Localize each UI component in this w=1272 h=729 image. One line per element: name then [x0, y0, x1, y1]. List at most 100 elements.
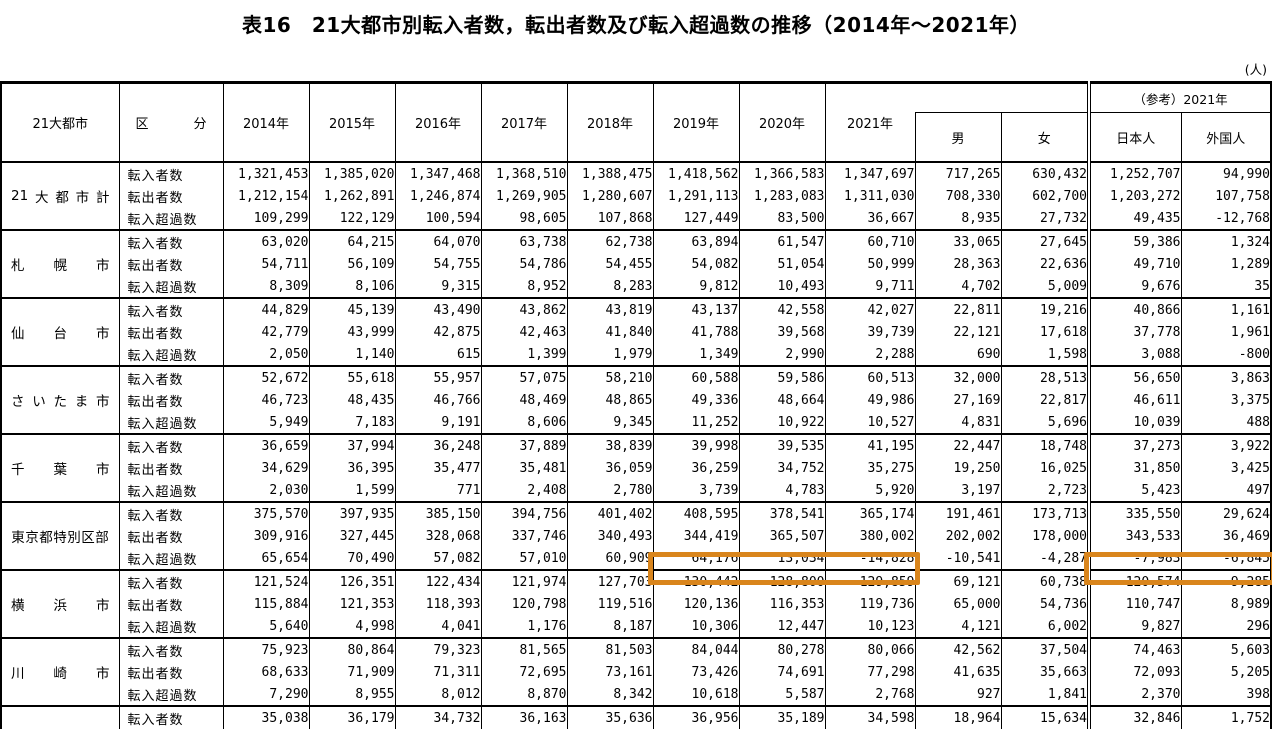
value-cell: 121,974 [481, 570, 567, 593]
city-name: 川崎市 [1, 638, 119, 706]
column-header-year-2016: 2016年 [395, 83, 481, 163]
category-label: 転入超過数 [119, 615, 223, 638]
value-cell: 10,618 [653, 683, 739, 706]
value-cell: 4,831 [915, 411, 1001, 434]
value-cell: 2,723 [1001, 479, 1089, 502]
value-cell: 39,568 [739, 321, 825, 343]
value-cell: 28,513 [1001, 366, 1089, 389]
column-header-year-2014: 2014年 [223, 83, 309, 163]
value-cell: 119,736 [825, 593, 915, 615]
city-name: 仙台市 [1, 298, 119, 366]
value-cell: 120,574 [1089, 570, 1181, 593]
value-cell: 2,050 [223, 343, 309, 366]
value-cell: 8,309 [223, 275, 309, 298]
value-cell: 343,533 [1089, 525, 1181, 547]
value-cell: 36,659 [223, 434, 309, 457]
value-cell: 54,755 [395, 253, 481, 275]
value-cell: 1,283,083 [739, 185, 825, 207]
value-cell: 80,278 [739, 638, 825, 661]
value-cell: 1,269,905 [481, 185, 567, 207]
value-cell: 9,191 [395, 411, 481, 434]
value-cell: 328,068 [395, 525, 481, 547]
value-cell: 3,922 [1181, 434, 1271, 457]
value-cell: -10,541 [915, 547, 1001, 570]
value-cell: 57,075 [481, 366, 567, 389]
category-label: 転出者数 [119, 185, 223, 207]
value-cell: 1,280,607 [567, 185, 653, 207]
value-cell: 36,248 [395, 434, 481, 457]
category-label: 転入超過数 [119, 207, 223, 230]
value-cell: 4,702 [915, 275, 1001, 298]
value-cell: 2,370 [1089, 683, 1181, 706]
value-cell: 37,889 [481, 434, 567, 457]
value-cell: 121,524 [223, 570, 309, 593]
value-cell: 3,863 [1181, 366, 1271, 389]
value-cell: 8,955 [309, 683, 395, 706]
value-cell: 72,695 [481, 661, 567, 683]
value-cell: 13,034 [739, 547, 825, 570]
value-cell: 2,780 [567, 479, 653, 502]
category-label: 転入者数 [119, 366, 223, 389]
value-cell: 27,732 [1001, 207, 1089, 230]
value-cell: 42,875 [395, 321, 481, 343]
value-cell: 309,916 [223, 525, 309, 547]
value-cell: 1,252,707 [1089, 162, 1181, 185]
value-cell: 116,353 [739, 593, 825, 615]
value-cell: 75,923 [223, 638, 309, 661]
value-cell: 1,841 [1001, 683, 1089, 706]
value-cell: 2,768 [825, 683, 915, 706]
value-cell: 340,493 [567, 525, 653, 547]
column-header-year-2019: 2019年 [653, 83, 739, 163]
value-cell: 42,779 [223, 321, 309, 343]
value-cell: 28,363 [915, 253, 1001, 275]
column-header-city: 21大都市 [1, 83, 119, 163]
value-cell: 60,588 [653, 366, 739, 389]
value-cell: 68,633 [223, 661, 309, 683]
value-cell: 54,736 [1001, 593, 1089, 615]
value-cell: 50,999 [825, 253, 915, 275]
category-label: 転入超過数 [119, 343, 223, 366]
value-cell: 22,811 [915, 298, 1001, 321]
value-cell: 394,756 [481, 502, 567, 525]
value-cell: 5,205 [1181, 661, 1271, 683]
value-cell: 52,672 [223, 366, 309, 389]
value-cell: 2,990 [739, 343, 825, 366]
value-cell: 9,345 [567, 411, 653, 434]
value-cell: 602,700 [1001, 185, 1089, 207]
value-cell: 5,920 [825, 479, 915, 502]
value-cell: 56,650 [1089, 366, 1181, 389]
value-cell: 41,788 [653, 321, 739, 343]
value-cell: 717,265 [915, 162, 1001, 185]
value-cell: 51,054 [739, 253, 825, 275]
value-cell: 54,082 [653, 253, 739, 275]
value-cell: 34,732 [395, 706, 481, 729]
value-cell: 122,434 [395, 570, 481, 593]
value-cell: 10,306 [653, 615, 739, 638]
value-cell: 43,999 [309, 321, 395, 343]
column-header-male: 男 [915, 113, 1001, 163]
value-cell: 71,909 [309, 661, 395, 683]
value-cell: 34,629 [223, 457, 309, 479]
value-cell: 63,020 [223, 230, 309, 253]
category-label: 転入超過数 [119, 275, 223, 298]
value-cell: 10,039 [1089, 411, 1181, 434]
value-cell: 74,463 [1089, 638, 1181, 661]
category-label: 転入者数 [119, 706, 223, 729]
column-header-year-2021: 2021年 [825, 83, 915, 163]
value-cell: 65,000 [915, 593, 1001, 615]
value-cell: 34,752 [739, 457, 825, 479]
value-cell: 94,990 [1181, 162, 1271, 185]
value-cell: 48,865 [567, 389, 653, 411]
value-cell: 1,289 [1181, 253, 1271, 275]
value-cell: 8,952 [481, 275, 567, 298]
value-cell: 27,645 [1001, 230, 1089, 253]
